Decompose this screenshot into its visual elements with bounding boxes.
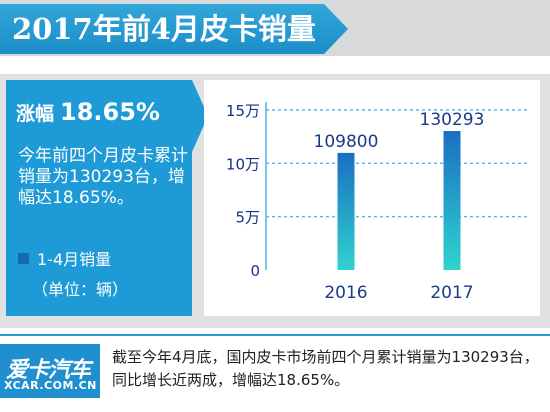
growth-label: 涨幅 [16, 103, 55, 125]
category-label-2016: 2016 [324, 283, 367, 303]
bar-2016 [337, 152, 355, 270]
footer-divider [0, 334, 550, 336]
summary-panel: 涨幅 18.65% 今年前四个月皮卡累计销量为130293台，增幅达18.65%。… [6, 80, 208, 316]
bar-2017 [443, 131, 461, 270]
footer-description: 截至今年4月底，国内皮卡市场前四个月累计销量为130293台，同比增长近两成，增… [112, 348, 539, 389]
bar-chart: 0 5万 10万 15万 109800 2016 130293 2017 [226, 102, 530, 303]
growth-value: 18.65% [60, 98, 160, 126]
title-arrow-shape [0, 4, 348, 54]
y-tick-label-0: 0 [250, 262, 260, 280]
y-tick-label-2: 10万 [226, 155, 260, 173]
title-banner: 2017年前4月皮卡销量 [0, 0, 550, 56]
page-title: 2017年前4月皮卡销量 [12, 12, 316, 46]
category-label-2017: 2017 [430, 283, 473, 303]
logo-subtext: XCAR.COM.CN [4, 379, 97, 392]
legend-swatch [18, 253, 29, 264]
y-tick-label-1: 5万 [235, 209, 260, 227]
value-label-2017: 130293 [420, 110, 485, 130]
growth-line: 涨幅 18.65% [16, 98, 160, 126]
value-label-2016: 109800 [314, 132, 379, 152]
legend: 1-4月销量 [18, 246, 111, 270]
logo-text: 爱卡汽车 [6, 358, 91, 383]
legend-label: 1-4月销量 [37, 250, 112, 269]
xcar-logo[interactable]: 爱卡汽车 XCAR.COM.CN [0, 344, 100, 398]
unit-label: （单位：辆） [32, 280, 129, 299]
chart-area: 0 5万 10万 15万 109800 2016 130293 2017 [204, 80, 540, 316]
footer: 爱卡汽车 XCAR.COM.CN 截至今年4月底，国内皮卡市场前四个月累计销量为… [0, 334, 550, 412]
summary-description: 今年前四个月皮卡累计销量为130293台，增幅达18.65%。 [18, 146, 188, 208]
y-tick-label-3: 15万 [226, 102, 260, 120]
